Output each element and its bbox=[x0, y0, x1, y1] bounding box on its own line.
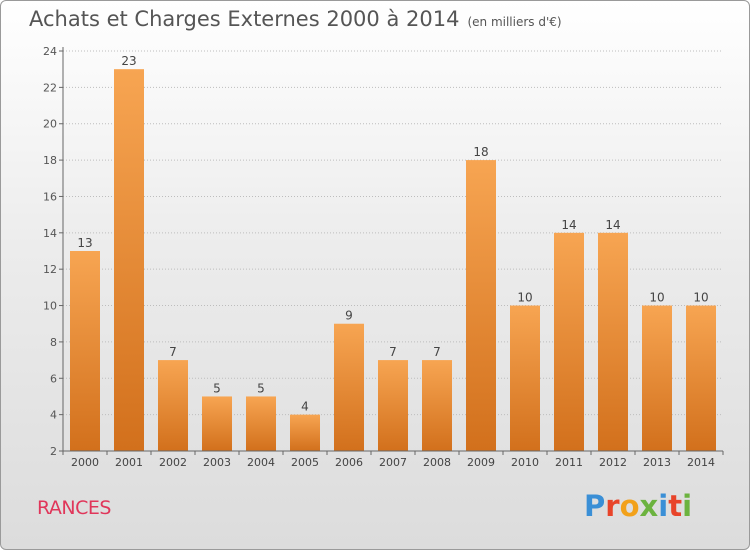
bar-value-label: 10 bbox=[517, 291, 532, 305]
logo-letter: i bbox=[682, 489, 693, 523]
bar-value-label: 18 bbox=[473, 145, 488, 159]
y-tick-label: 2 bbox=[50, 445, 57, 458]
y-tick-label: 4 bbox=[50, 409, 57, 422]
bar-2008 bbox=[422, 360, 452, 451]
bar-value-label: 5 bbox=[257, 381, 265, 395]
x-tick-label: 2009 bbox=[467, 456, 495, 469]
bar-2011 bbox=[554, 232, 584, 451]
x-tick-label: 2011 bbox=[555, 456, 583, 469]
bar-value-label: 10 bbox=[693, 291, 708, 305]
labels: 2468101214161820222413200023200172002520… bbox=[43, 45, 715, 469]
x-tick-label: 2014 bbox=[687, 456, 715, 469]
chart-unit: (en milliers d'€) bbox=[467, 15, 562, 29]
y-tick-label: 18 bbox=[43, 154, 57, 167]
bar-value-label: 7 bbox=[433, 345, 441, 359]
bar-value-label: 7 bbox=[389, 345, 397, 359]
bar-2000 bbox=[70, 251, 100, 451]
x-tick-label: 2003 bbox=[203, 456, 231, 469]
x-tick-label: 2000 bbox=[71, 456, 99, 469]
bar-2007 bbox=[378, 360, 408, 451]
bar-2006 bbox=[334, 323, 364, 451]
y-tick-label: 14 bbox=[43, 227, 57, 240]
bar-2001 bbox=[114, 69, 144, 451]
x-tick-label: 2013 bbox=[643, 456, 671, 469]
bar-2010 bbox=[510, 305, 540, 451]
bar-2002 bbox=[158, 360, 188, 451]
x-tick-label: 2002 bbox=[159, 456, 187, 469]
x-tick-label: 2007 bbox=[379, 456, 407, 469]
x-tick-label: 2006 bbox=[335, 456, 363, 469]
bar-2013 bbox=[642, 305, 672, 451]
bar-value-label: 14 bbox=[561, 218, 576, 232]
bar-value-label: 4 bbox=[301, 400, 309, 414]
bar-2014 bbox=[686, 305, 716, 451]
y-tick-label: 20 bbox=[43, 118, 57, 131]
commune-name: RANCES bbox=[37, 497, 111, 519]
x-tick-label: 2004 bbox=[247, 456, 275, 469]
bar-value-label: 23 bbox=[121, 54, 136, 68]
y-tick-label: 8 bbox=[50, 336, 57, 349]
logo-letter: r bbox=[605, 489, 620, 523]
bar-2012 bbox=[598, 232, 628, 451]
bar-value-label: 10 bbox=[649, 291, 664, 305]
x-tick-label: 2005 bbox=[291, 456, 319, 469]
y-tick-label: 24 bbox=[43, 45, 57, 58]
bar-2004 bbox=[246, 396, 276, 451]
logo-letter: x bbox=[639, 489, 659, 523]
y-tick-label: 10 bbox=[43, 300, 57, 313]
proxiti-logo[interactable]: Proxiti bbox=[584, 489, 692, 523]
logo-letter: o bbox=[619, 489, 640, 523]
bar-value-label: 9 bbox=[345, 309, 353, 323]
bar-2009 bbox=[466, 160, 496, 451]
x-tick-label: 2001 bbox=[115, 456, 143, 469]
bar-value-label: 7 bbox=[169, 345, 177, 359]
chart-title-text: Achats et Charges Externes 2000 à 2014 bbox=[29, 7, 460, 31]
x-tick-label: 2012 bbox=[599, 456, 627, 469]
y-tick-label: 16 bbox=[43, 190, 57, 203]
bars bbox=[70, 69, 716, 451]
bar-value-label: 5 bbox=[213, 381, 221, 395]
bar-value-label: 13 bbox=[77, 236, 92, 250]
x-tick-label: 2010 bbox=[511, 456, 539, 469]
chart-title: Achats et Charges Externes 2000 à 2014 (e… bbox=[29, 7, 562, 31]
y-tick-label: 22 bbox=[43, 81, 57, 94]
bar-2005 bbox=[290, 414, 320, 451]
logo-letter: i bbox=[658, 489, 669, 523]
y-tick-label: 6 bbox=[50, 372, 57, 385]
logo-letter: t bbox=[668, 489, 683, 523]
bar-value-label: 14 bbox=[605, 218, 620, 232]
bar-2003 bbox=[202, 396, 232, 451]
logo-letter: P bbox=[584, 489, 606, 523]
y-tick-label: 12 bbox=[43, 263, 57, 276]
axes bbox=[59, 47, 724, 455]
x-tick-label: 2008 bbox=[423, 456, 451, 469]
